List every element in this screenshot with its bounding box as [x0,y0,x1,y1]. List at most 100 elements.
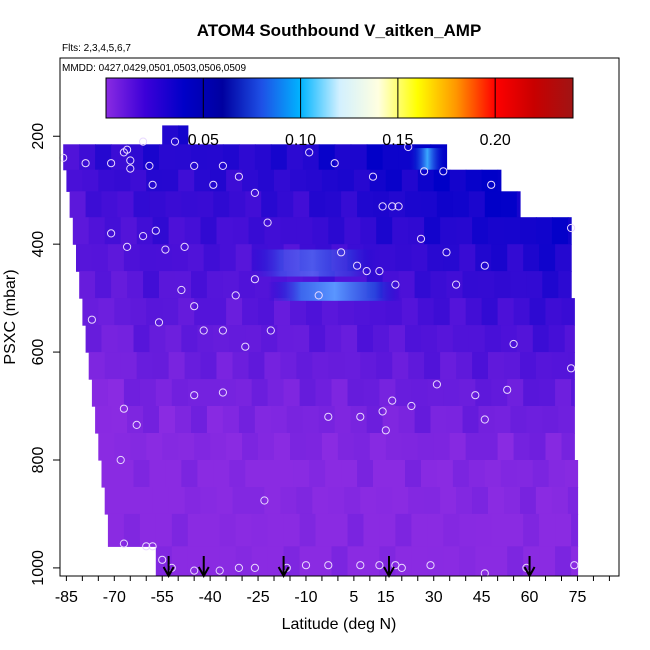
heatmap-cell [85,325,103,353]
heatmap-cell [306,433,323,461]
heatmap-cell [280,487,297,515]
heatmap-cell [484,191,502,218]
heatmap-cell [491,379,508,407]
heatmap-cell [213,325,230,353]
heatmap-cell [488,352,505,380]
heatmap-cell [353,433,371,461]
heatmap-cell [334,144,352,171]
observation-point [416,234,426,243]
heatmap-cell [430,271,448,299]
heatmap-cell [535,217,553,245]
heatmap-cell [379,513,396,547]
heatmap-cell [139,513,157,547]
observation-point [442,248,451,257]
heatmap-cell [315,546,333,576]
heatmap-cell [395,513,412,547]
heatmap-cell [510,406,527,434]
heatmap-cell [555,513,572,547]
heatmap-cell [417,298,435,326]
heatmap-cell [143,271,160,299]
heatmap-cell [258,169,275,192]
heatmap-cell [539,379,556,407]
heatmap-cell [564,460,579,488]
heatmap-cell [334,406,352,434]
heatmap-cell [120,352,138,380]
heatmap-cell [427,513,444,547]
heatmap-cell [248,487,266,515]
heatmap-cell [178,433,195,461]
heatmap-cell [523,244,540,272]
observation-point [250,275,259,284]
observation-point [381,426,390,435]
heatmap-cell [325,325,342,353]
heatmap-cell [235,244,253,272]
observation-point [356,412,365,421]
colorbar-tick-label: 0.05 [188,132,219,149]
observation-point [119,539,129,548]
heatmap-cell [551,487,569,515]
observation-points [59,137,579,578]
observation-point [119,404,129,413]
observation-point [397,563,406,573]
heatmap-cell [520,487,537,515]
observation-point [126,156,135,165]
heatmap-cell [226,433,243,461]
heatmap-cell [187,244,205,272]
heatmap-cell [523,546,540,576]
heatmap-cell [238,406,256,434]
heatmap-cell [194,433,211,461]
heatmap-cell [478,406,496,434]
heatmap-cell [545,298,563,326]
heatmap-cell [264,217,281,245]
heatmap-cell [98,433,115,461]
heatmap-cell [226,169,243,192]
heatmap-cell [363,513,381,547]
heatmap-cell [376,217,393,245]
heatmap-cell [203,244,221,272]
heatmap-cell [539,513,556,547]
heatmap-cell [242,169,259,192]
heatmap-cell [191,144,208,171]
heatmap-cell [417,433,435,461]
heatmap-cell [178,125,189,145]
heatmap-cell [567,352,575,380]
heatmap-cell [232,487,250,515]
heatmap-cell [267,379,285,407]
heatmap-cell [408,217,425,245]
heatmap-cell [123,244,141,272]
heatmap-cell [446,406,464,434]
heatmap-cell [411,244,428,272]
observation-point [432,380,441,389]
heatmap-cell [392,487,409,515]
heatmap-cell [171,546,189,576]
heatmap-cell [500,460,518,488]
heatmap-cell [341,325,358,353]
heatmap-cell [210,298,227,326]
heatmap-cell [88,217,106,245]
heatmap-cell [95,271,112,299]
plot-frame [59,57,620,577]
observation-point [139,232,148,241]
observation-point [388,396,397,405]
heatmap-cell [385,169,403,192]
dates-label: MMDD: 0427,0429,0501,0503,0506,0509 [62,63,246,74]
heatmap-cell [421,325,438,353]
heatmap-cell [309,191,326,218]
heatmap-cell [427,546,444,576]
observation-point [190,391,199,400]
heatmap-cell [535,352,553,380]
flights-label: Flts: 2,3,4,5,6,7 [62,43,131,54]
heatmap-cell [427,244,444,272]
heatmap-cell [299,379,317,407]
observation-point [314,291,323,300]
observation-point [177,285,186,295]
heatmap-cell [184,217,202,245]
heatmap-cell [261,191,278,218]
heatmap-cell [175,406,192,434]
heatmap-cell [414,271,432,299]
colorbar-tick-label: 0.15 [382,132,413,149]
x-tick-label: -70 [103,589,126,606]
y-tick-label: 200 [30,123,47,150]
observation-point [509,339,518,349]
